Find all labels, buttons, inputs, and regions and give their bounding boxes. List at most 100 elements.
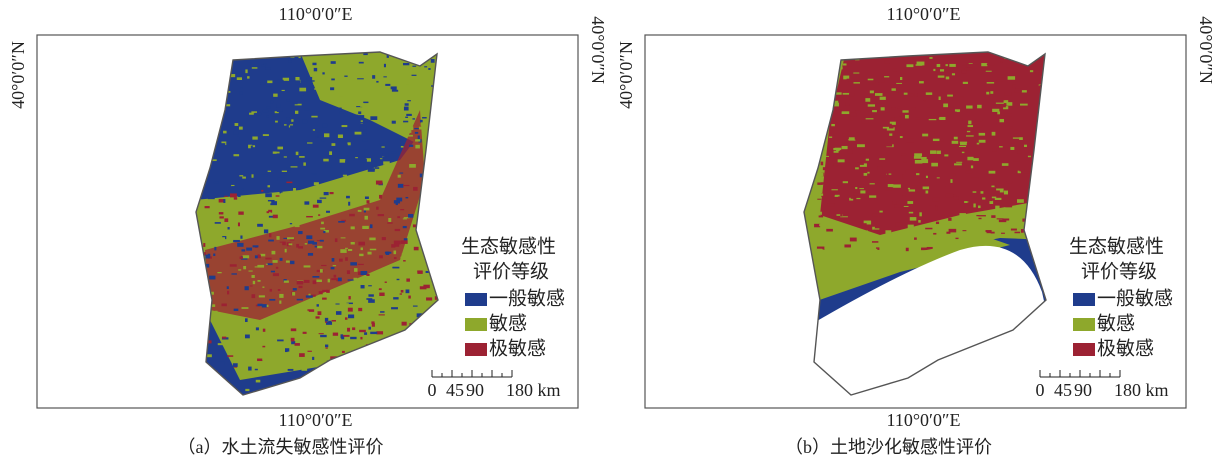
texture	[929, 122, 932, 124]
texture	[982, 232, 986, 235]
texture	[995, 185, 997, 187]
texture	[299, 156, 305, 158]
texture	[941, 186, 946, 187]
texture	[345, 129, 348, 131]
texture	[881, 145, 884, 148]
texture	[245, 286, 249, 290]
texture	[421, 360, 427, 364]
texture	[223, 199, 225, 203]
texture	[381, 108, 386, 110]
texture	[323, 231, 325, 233]
texture	[1048, 89, 1051, 92]
texture	[849, 183, 855, 184]
texture	[406, 197, 409, 198]
texture	[313, 129, 315, 130]
texture	[365, 312, 371, 313]
texture	[363, 133, 366, 135]
left-label: 40°0′0″N	[8, 41, 28, 109]
texture	[843, 63, 846, 65]
texture	[915, 160, 923, 164]
texture	[946, 77, 949, 80]
texture	[906, 143, 913, 144]
texture	[250, 285, 253, 286]
texture	[862, 120, 869, 123]
texture	[263, 63, 266, 64]
texture	[351, 373, 358, 375]
texture	[337, 383, 339, 386]
texture	[380, 143, 383, 145]
texture	[410, 99, 416, 102]
texture	[908, 188, 910, 189]
texture	[385, 59, 389, 62]
texture	[403, 218, 407, 219]
texture	[266, 107, 270, 108]
texture	[827, 92, 833, 94]
texture	[837, 186, 842, 188]
texture	[960, 109, 967, 112]
texture	[211, 143, 215, 145]
texture	[922, 134, 928, 137]
texture	[952, 174, 956, 177]
texture	[978, 215, 985, 216]
texture	[324, 133, 329, 137]
texture	[405, 335, 409, 337]
texture	[962, 230, 966, 231]
texture	[1014, 232, 1020, 234]
texture	[278, 289, 281, 291]
texture	[288, 352, 292, 355]
texture	[355, 157, 358, 158]
texture	[415, 132, 418, 134]
texture	[902, 195, 905, 197]
texture	[407, 335, 412, 337]
texture	[252, 67, 258, 68]
texture	[405, 364, 410, 366]
texture	[224, 196, 228, 197]
texture	[833, 148, 841, 150]
texture	[964, 88, 971, 91]
texture	[912, 185, 918, 187]
texture	[946, 232, 950, 234]
texture	[402, 253, 405, 257]
texture	[291, 338, 295, 342]
texture	[817, 212, 822, 215]
texture	[256, 392, 259, 395]
texture	[290, 125, 294, 127]
texture	[366, 274, 369, 276]
texture	[946, 194, 954, 197]
texture	[401, 240, 408, 244]
texture	[407, 337, 413, 341]
texture	[348, 249, 352, 251]
texture	[270, 289, 272, 292]
texture	[853, 72, 859, 73]
scale-label: 45	[446, 380, 464, 400]
texture	[1039, 103, 1045, 106]
texture	[943, 104, 948, 108]
texture	[896, 83, 902, 84]
texture	[873, 101, 880, 103]
texture	[831, 124, 835, 126]
texture	[266, 84, 272, 86]
texture	[320, 240, 324, 242]
texture	[218, 361, 224, 364]
texture	[238, 212, 243, 215]
texture	[959, 213, 966, 216]
texture	[286, 99, 289, 101]
texture	[950, 179, 952, 183]
texture	[408, 214, 413, 218]
texture	[379, 81, 383, 84]
texture	[421, 322, 425, 326]
texture	[422, 117, 427, 118]
texture	[346, 361, 349, 364]
texture	[319, 315, 325, 316]
texture	[998, 106, 1006, 108]
texture	[204, 98, 207, 99]
texture	[252, 136, 257, 139]
texture	[195, 372, 198, 375]
texture	[394, 257, 397, 259]
texture	[277, 340, 283, 342]
texture	[265, 53, 271, 55]
texture	[407, 126, 414, 130]
texture	[423, 285, 429, 289]
texture	[400, 257, 403, 259]
texture	[390, 340, 393, 342]
